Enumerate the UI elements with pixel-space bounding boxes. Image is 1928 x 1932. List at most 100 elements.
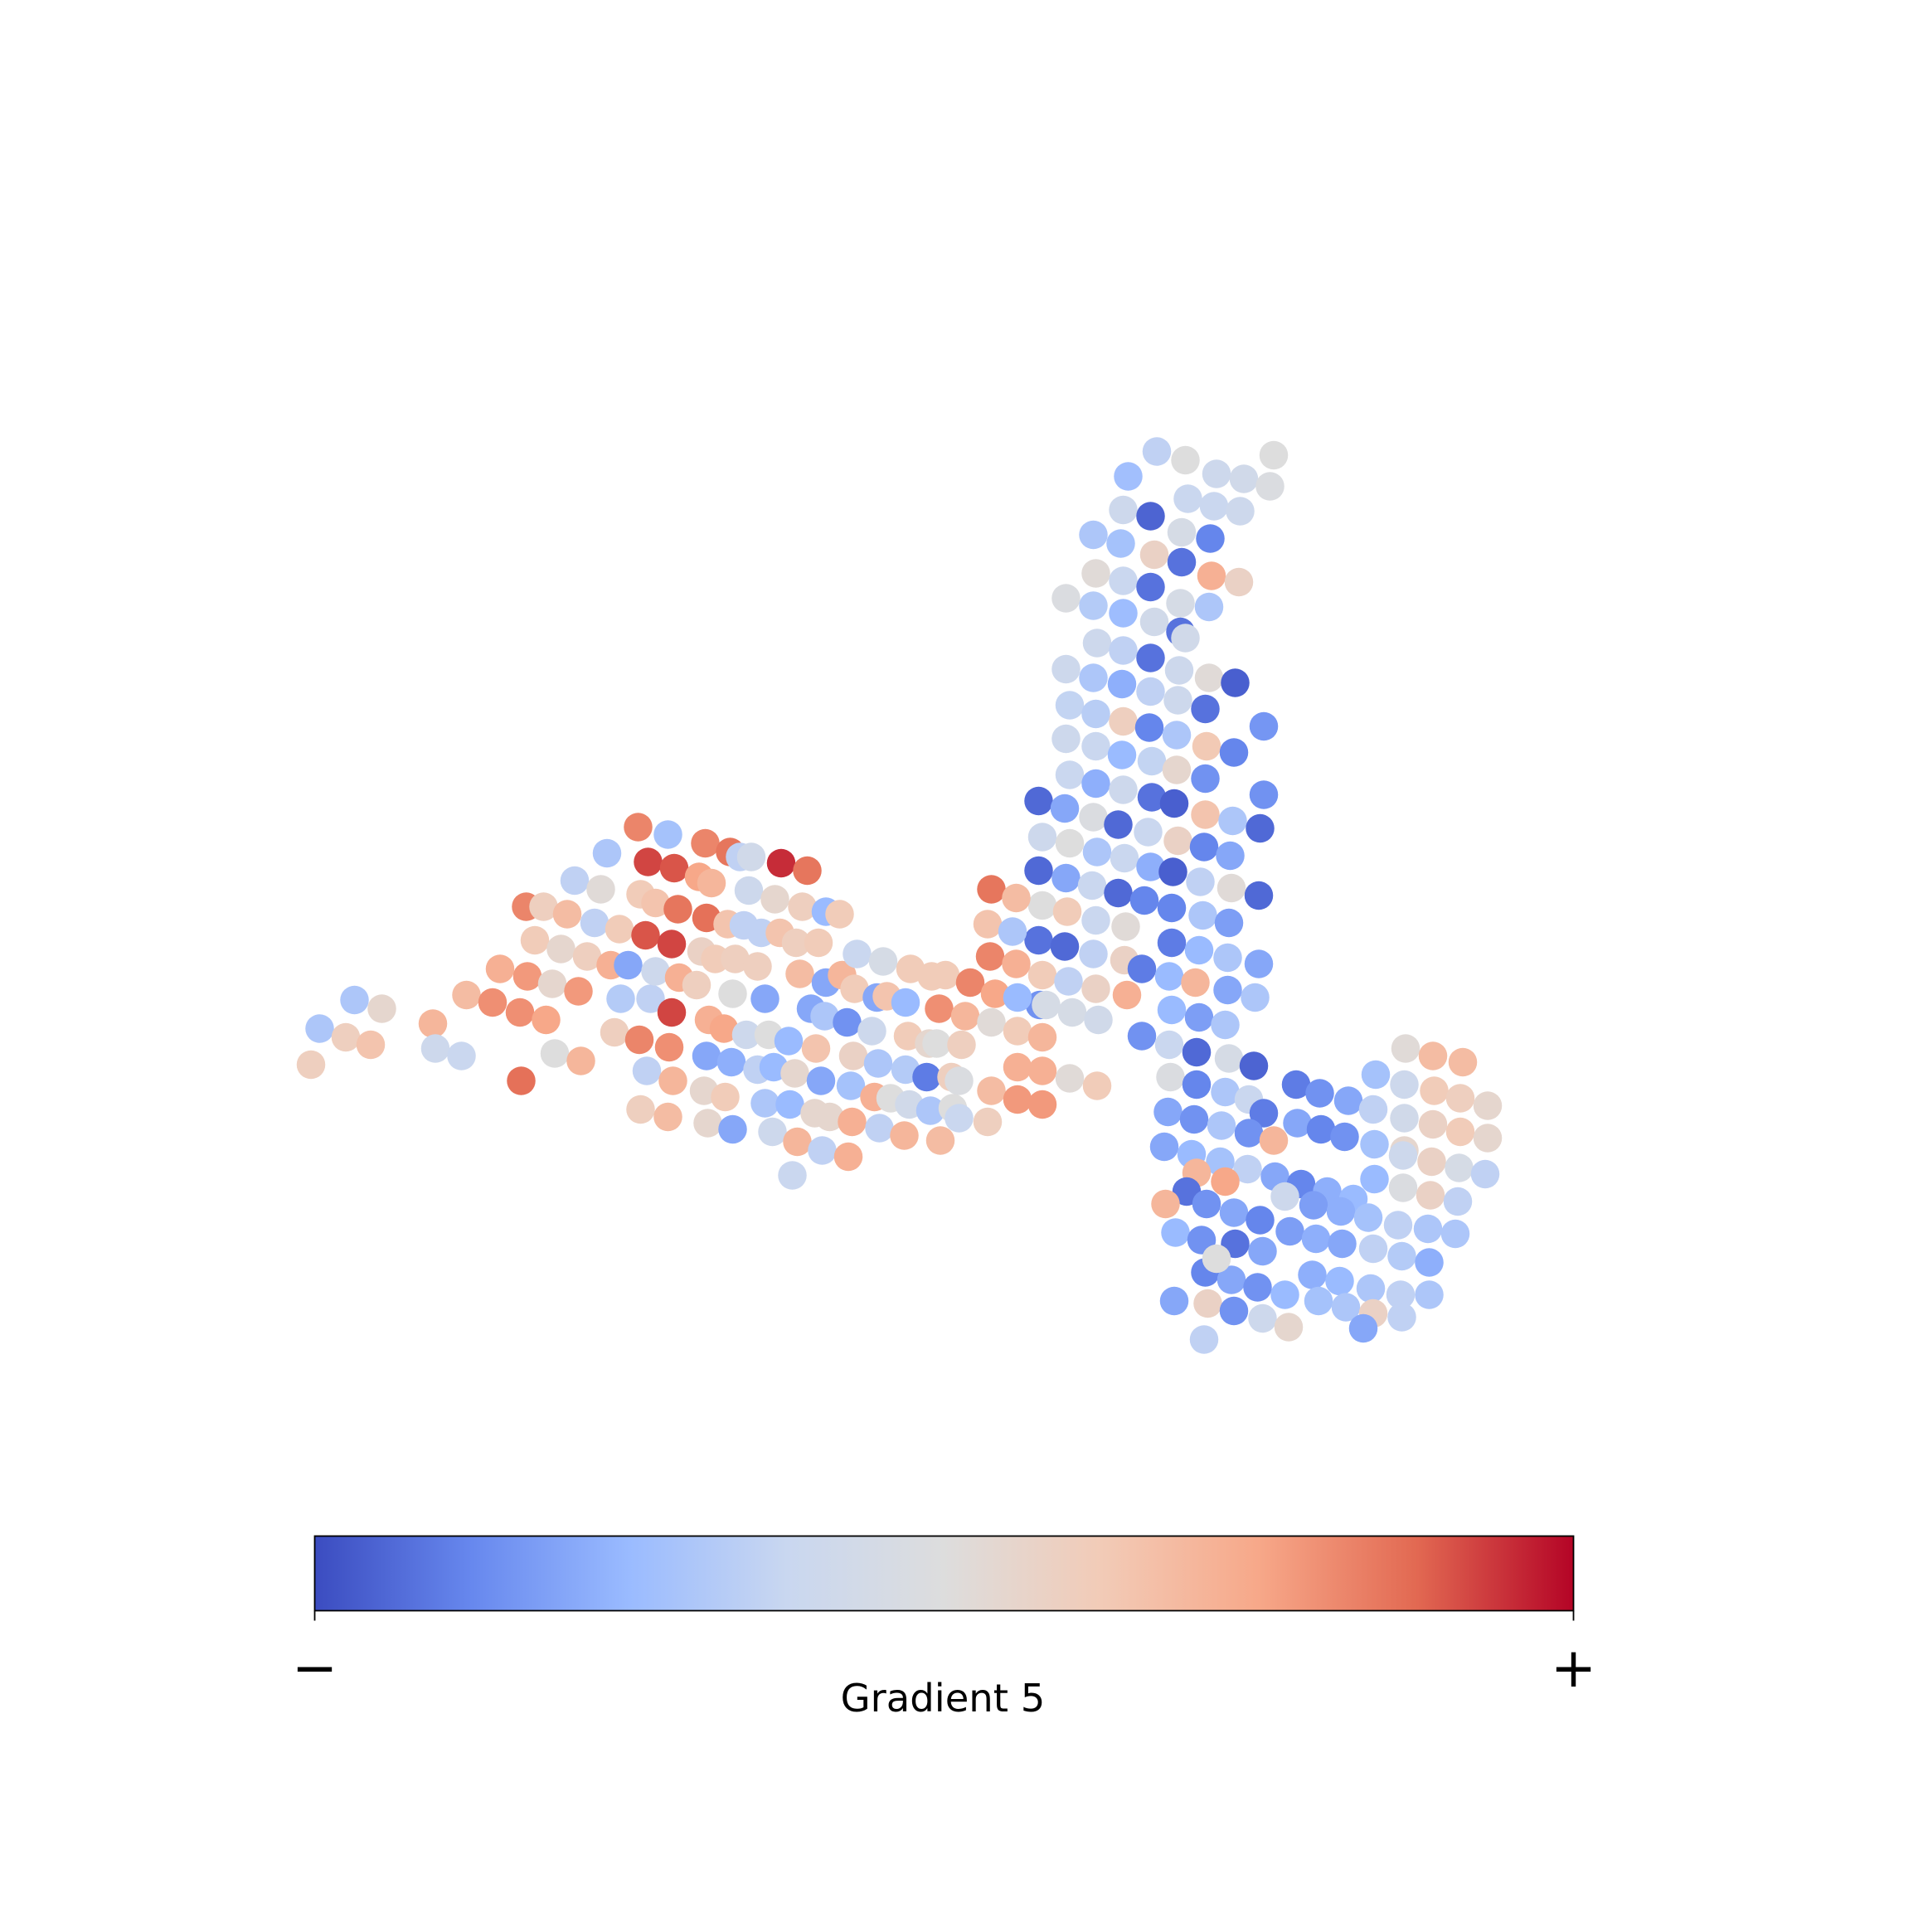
scatter-point xyxy=(1186,867,1215,896)
scatter-point xyxy=(1249,780,1279,809)
scatter-point xyxy=(692,1041,721,1070)
scatter-point xyxy=(1243,1273,1272,1302)
scatter-point xyxy=(636,984,665,1013)
scatter-point xyxy=(631,920,660,950)
scatter-point xyxy=(1221,668,1250,697)
scatter-point xyxy=(653,820,682,849)
colorbar-min-label: − xyxy=(292,1636,338,1700)
scatter-point xyxy=(1139,540,1169,570)
scatter-point xyxy=(1413,1214,1443,1244)
scatter-point xyxy=(1163,826,1192,856)
scatter-point xyxy=(973,1107,1003,1137)
scatter-point xyxy=(447,1041,476,1070)
scatter-point xyxy=(1079,591,1108,620)
scatter-point xyxy=(1052,897,1082,926)
scatter-point xyxy=(955,968,985,998)
scatter-point xyxy=(801,1034,831,1063)
scatter-point xyxy=(1055,1064,1085,1093)
scatter-point xyxy=(1167,547,1197,577)
scatter-point xyxy=(930,960,960,990)
scatter-point xyxy=(1157,928,1187,958)
scatter-point xyxy=(1202,459,1231,488)
scatter-point xyxy=(778,1161,807,1190)
scatter-point xyxy=(868,947,898,976)
scatter-point xyxy=(1184,935,1214,965)
scatter-point xyxy=(1027,1022,1057,1052)
scatter-point xyxy=(1162,721,1192,750)
scatter-point xyxy=(1107,669,1137,699)
scatter-point xyxy=(1470,1159,1500,1189)
scatter-point xyxy=(600,1017,629,1047)
scatter-point xyxy=(758,1117,787,1147)
scatter-point xyxy=(891,988,920,1017)
scatter-point xyxy=(780,1059,809,1088)
scatter-point xyxy=(693,1109,722,1138)
scatter-point xyxy=(1082,837,1112,866)
scatter-point xyxy=(709,1014,739,1043)
scatter-point xyxy=(1361,1060,1391,1090)
scatter-point xyxy=(1157,893,1187,923)
scatter-point xyxy=(1383,1211,1413,1240)
scatter-point xyxy=(1358,1234,1388,1264)
scatter-point xyxy=(1211,1077,1240,1107)
scatter-point xyxy=(1214,1044,1244,1073)
scatter-point xyxy=(663,895,692,924)
scatter-point xyxy=(1164,656,1194,685)
scatter-point xyxy=(1181,968,1210,998)
scatter-point xyxy=(1217,873,1246,903)
scatter-point xyxy=(1158,857,1187,886)
colorbar-max-label: + xyxy=(1551,1636,1596,1700)
scatter-point xyxy=(1418,1109,1448,1139)
scatter-point xyxy=(1233,1154,1262,1184)
scatter-point xyxy=(566,1046,595,1075)
scatter-point xyxy=(340,985,369,1015)
scatter-point xyxy=(512,962,542,991)
scatter-point xyxy=(507,1066,536,1095)
scatter-point xyxy=(505,998,535,1027)
scatter-point xyxy=(788,892,817,921)
scatter-point xyxy=(1027,960,1057,990)
scatter-point xyxy=(1112,980,1142,1010)
scatter-point xyxy=(552,900,582,929)
scatter-point xyxy=(1109,566,1138,595)
scatter-point xyxy=(1136,643,1165,672)
scatter-point xyxy=(1298,1260,1327,1289)
scatter-point xyxy=(1136,852,1165,881)
scatter-point xyxy=(580,908,609,938)
scatter-point xyxy=(1191,694,1220,724)
scatter-point xyxy=(560,866,590,896)
scatter-point xyxy=(1024,786,1053,816)
scatter-point xyxy=(1191,800,1220,829)
scatter-point xyxy=(1274,1313,1304,1342)
scatter-point xyxy=(418,1009,448,1038)
scatter-point xyxy=(977,1076,1006,1105)
scatter-point xyxy=(1333,1086,1363,1115)
scatter-point xyxy=(1213,975,1242,1005)
scatter-point xyxy=(1440,1219,1470,1249)
scatter-point xyxy=(1154,962,1184,991)
scatter-point xyxy=(1184,1002,1214,1032)
scatter-point xyxy=(1189,1325,1219,1354)
scatter-point xyxy=(1055,828,1085,858)
scatter-point xyxy=(980,979,1010,1008)
scatter-point xyxy=(1127,1022,1157,1051)
scatter-point xyxy=(1326,1197,1356,1226)
scatter-point xyxy=(1137,783,1167,812)
scatter-point xyxy=(691,828,720,858)
scatter-point xyxy=(1027,1090,1057,1119)
scatter-point xyxy=(1348,1313,1378,1343)
scatter-point xyxy=(1216,841,1245,871)
scatter-point xyxy=(1213,943,1242,973)
scatter-point xyxy=(1109,599,1138,628)
scatter-point xyxy=(1224,567,1254,597)
scatter-point xyxy=(1129,886,1159,915)
scatter-point xyxy=(367,994,396,1023)
scatter-point xyxy=(1234,1119,1264,1148)
scatter-point xyxy=(1299,1191,1328,1220)
scatter-point xyxy=(804,928,833,958)
scatter-point xyxy=(977,875,1006,904)
scatter-point xyxy=(1191,764,1220,794)
scatter-point xyxy=(1171,445,1200,475)
scatter-point xyxy=(1055,691,1085,720)
scatter-point xyxy=(718,979,747,1008)
